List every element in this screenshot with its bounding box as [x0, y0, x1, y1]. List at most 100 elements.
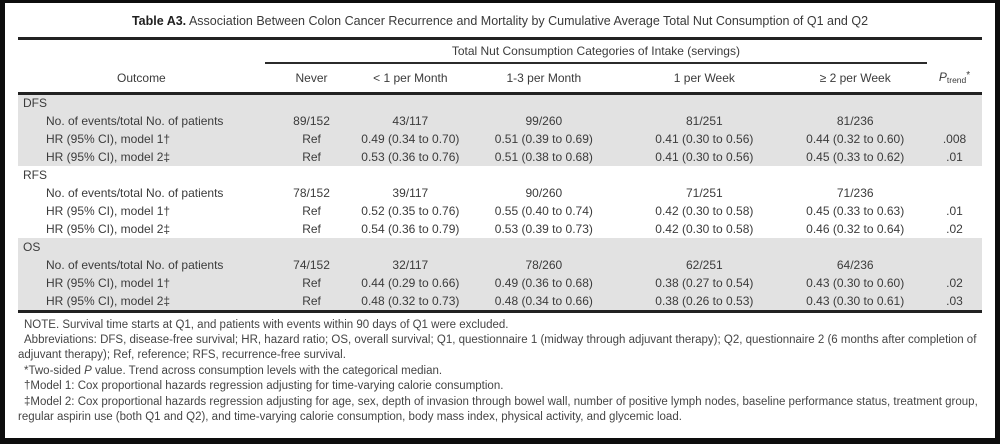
table-row: HR (95% CI), model 2‡ Ref 0.48 (0.32 to … [18, 291, 982, 310]
cell-p-trend: .03 [927, 291, 982, 310]
cell-lt1-month: 39/117 [392, 185, 429, 200]
cell-lt1-month: 0.48 (0.32 to 0.73) [358, 291, 463, 310]
p-subscript: trend [946, 75, 967, 85]
cell-never: Ref [302, 221, 321, 236]
row-label: No. of events/total No. of patients [46, 185, 224, 200]
cell-never: 78/152 [293, 185, 330, 200]
cell-p-trend: .008 [927, 129, 982, 148]
results-table: Total Nut Consumption Categories of Inta… [18, 40, 982, 310]
cell-1-week: 71/251 [685, 185, 723, 200]
p-italic: P [938, 70, 947, 84]
section-name: OS [18, 237, 265, 256]
table-footnotes: NOTE. Survival time starts at Q1, and pa… [18, 318, 982, 426]
spanning-header-spacer [18, 40, 265, 63]
spanning-header: Total Nut Consumption Categories of Inta… [264, 40, 928, 64]
table-row: No. of events/total No. of patients 89/1… [18, 111, 982, 130]
cell-1-week: 0.38 (0.26 to 0.53) [625, 291, 784, 310]
cell-never: Ref [302, 203, 321, 218]
cell-never: Ref [264, 129, 359, 148]
cell-1-week: 0.42 (0.30 to 0.58) [655, 203, 754, 218]
column-header-never: Never [264, 63, 359, 95]
table-row: HR (95% CI), model 2‡ Ref 0.53 (0.36 to … [18, 147, 982, 166]
cell-p-trend [927, 255, 982, 274]
table-row: No. of events/total No. of patients 74/1… [18, 255, 982, 274]
footnote-model2: ‡Model 2: Cox proportional hazards regre… [18, 395, 978, 423]
bottom-rule [18, 309, 982, 313]
cell-ge2-week: 0.46 (0.32 to 0.64) [806, 221, 905, 236]
section-name: RFS [23, 167, 47, 182]
table-number-label: Table A3. [131, 14, 187, 28]
cell-ge2-week: 0.45 (0.33 to 0.62) [783, 147, 928, 166]
section-header-row-os: OS [18, 237, 982, 256]
spanning-header-spacer [927, 40, 982, 63]
cell-1-week: 0.38 (0.27 to 0.54) [625, 273, 784, 292]
cell-1-3-month: 90/260 [525, 185, 563, 200]
section-name: DFS [18, 93, 265, 112]
cell-ge2-week: 81/236 [783, 111, 928, 130]
table-title-text: Association Between Colon Cancer Recurre… [188, 14, 869, 28]
cell-lt1-month: 32/117 [358, 255, 463, 274]
cell-lt1-month: 0.49 (0.34 to 0.70) [358, 129, 463, 148]
cell-ge2-week: 0.43 (0.30 to 0.60) [783, 273, 928, 292]
cell-never: 74/152 [264, 255, 359, 274]
column-header-1-3-per-month: 1-3 per Month [462, 63, 626, 95]
row-label: HR (95% CI), model 1† [18, 129, 265, 148]
section-header-row-rfs: RFS [18, 166, 982, 184]
cell-1-3-month: 0.55 (0.40 to 0.74) [494, 203, 593, 218]
row-label: No. of events/total No. of patients [18, 111, 265, 130]
cell-ge2-week: 0.45 (0.33 to 0.63) [806, 203, 905, 218]
row-label: HR (95% CI), model 1† [18, 273, 265, 292]
spanning-header-row: Total Nut Consumption Categories of Inta… [18, 40, 982, 64]
cell-1-3-month: 78/260 [462, 255, 626, 274]
table-row: No. of events/total No. of patients 78/1… [18, 184, 982, 202]
cell-lt1-month: 0.52 (0.35 to 0.76) [361, 203, 460, 218]
column-header-row: Outcome Never < 1 per Month 1-3 per Mont… [18, 63, 982, 95]
row-label: HR (95% CI), model 2‡ [18, 291, 265, 310]
cell-1-week: 62/251 [625, 255, 784, 274]
cell-ge2-week: 0.44 (0.32 to 0.60) [783, 129, 928, 148]
cell-ge2-week: 64/236 [783, 255, 928, 274]
cell-lt1-month: 43/117 [358, 111, 463, 130]
section-header-row-dfs: DFS [18, 93, 982, 112]
cell-1-3-month: 0.51 (0.38 to 0.68) [462, 147, 626, 166]
cell-lt1-month: 0.54 (0.36 to 0.79) [361, 221, 460, 236]
cell-never: Ref [264, 147, 359, 166]
cell-1-3-month: 0.48 (0.34 to 0.66) [462, 291, 626, 310]
cell-lt1-month: 0.44 (0.29 to 0.66) [358, 273, 463, 292]
cell-never: 89/152 [264, 111, 359, 130]
cell-1-3-month: 0.49 (0.36 to 0.68) [462, 273, 626, 292]
footnote-note: NOTE. Survival time starts at Q1, and pa… [24, 318, 509, 331]
column-header-p-trend: Ptrend* [927, 63, 982, 95]
cell-1-3-month: 0.53 (0.39 to 0.73) [494, 221, 593, 236]
footnote-model1: †Model 1: Cox proportional hazards regre… [24, 380, 504, 393]
row-label: HR (95% CI), model 2‡ [46, 221, 171, 236]
row-label: HR (95% CI), model 2‡ [18, 147, 265, 166]
cell-p-trend: .01 [946, 203, 963, 218]
cell-p-trend: .01 [927, 147, 982, 166]
p-asterisk: * [966, 70, 971, 81]
footnote-abbreviations: Abbreviations: DFS, disease-free surviva… [18, 333, 977, 362]
cell-p-trend [927, 184, 982, 202]
cell-ge2-week: 0.43 (0.30 to 0.61) [783, 291, 928, 310]
cell-p-trend: .02 [946, 221, 963, 236]
table-row: HR (95% CI), model 2‡ Ref 0.54 (0.36 to … [18, 220, 982, 238]
cell-1-3-month: 0.51 (0.39 to 0.69) [462, 129, 626, 148]
cell-1-week: 0.42 (0.30 to 0.58) [655, 221, 754, 236]
table-row: HR (95% CI), model 1† Ref 0.49 (0.34 to … [18, 129, 982, 148]
cell-never: Ref [264, 291, 359, 310]
footnote-p-value: *Two-sided P value. Trend across consump… [18, 364, 982, 379]
row-label: No. of events/total No. of patients [18, 255, 265, 274]
cell-p-trend [927, 111, 982, 130]
cell-lt1-month: 0.53 (0.36 to 0.76) [358, 147, 463, 166]
footnote-p-value-italic: P [84, 364, 92, 377]
footnote-p-value-post: value. Trend across consumption levels w… [91, 364, 443, 377]
top-rule [18, 37, 982, 40]
cell-p-trend: .02 [927, 273, 982, 292]
table-title: Table A3. Association Between Colon Canc… [18, 11, 982, 37]
cell-1-3-month: 99/260 [462, 111, 626, 130]
cell-1-week: 0.41 (0.30 to 0.56) [625, 147, 784, 166]
column-header-outcome: Outcome [18, 63, 265, 95]
column-header-lt1-per-month: < 1 per Month [358, 63, 463, 95]
column-header-ge2-per-week: ≥ 2 per Week [783, 63, 928, 95]
